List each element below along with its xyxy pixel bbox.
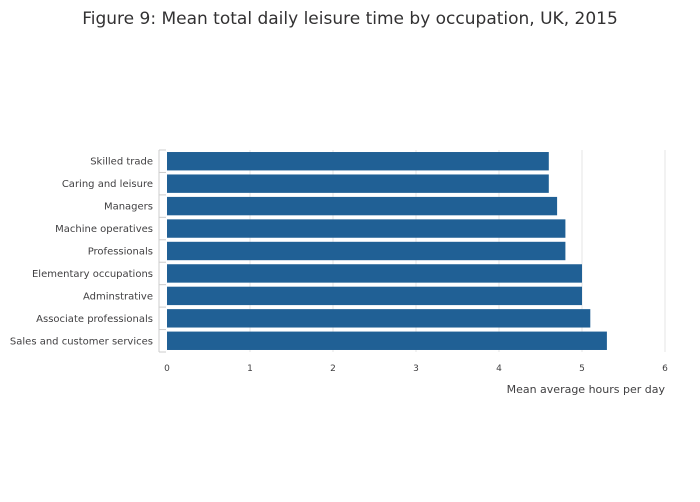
category-label: Skilled trade bbox=[90, 157, 153, 168]
category-label: Professionals bbox=[88, 247, 153, 258]
bar bbox=[167, 196, 558, 216]
category-label: Adminstrative bbox=[83, 291, 153, 302]
category-label: Associate professionals bbox=[36, 314, 153, 325]
bars bbox=[167, 152, 607, 350]
bar bbox=[167, 241, 566, 261]
x-axis-label: Mean average hours per day bbox=[507, 383, 666, 396]
bar bbox=[167, 264, 582, 283]
bar bbox=[167, 286, 582, 306]
bar bbox=[167, 331, 607, 350]
category-label: Machine operatives bbox=[55, 224, 153, 235]
x-tick-label: 2 bbox=[330, 364, 336, 374]
bar bbox=[167, 309, 591, 328]
category-labels: Skilled trade Caring and leisure Managers M… bbox=[10, 157, 153, 348]
x-tick-label: 6 bbox=[662, 364, 668, 374]
bar bbox=[167, 219, 566, 238]
x-tick-labels: 0 1 2 3 4 5 6 bbox=[164, 364, 668, 374]
bar bbox=[167, 174, 549, 193]
x-tick-label: 1 bbox=[247, 364, 253, 374]
x-tick-label: 5 bbox=[579, 364, 585, 374]
category-label: Caring and leisure bbox=[62, 179, 153, 190]
x-tick-label: 3 bbox=[413, 364, 419, 374]
category-label: Elementary occupations bbox=[32, 269, 153, 280]
category-label: Sales and customer services bbox=[10, 336, 153, 347]
x-tick-label: 4 bbox=[496, 364, 502, 374]
category-label: Managers bbox=[104, 202, 153, 213]
chart-title: Figure 9: Mean total daily leisure time … bbox=[82, 9, 618, 29]
bar bbox=[167, 152, 549, 171]
x-tick-label: 0 bbox=[164, 364, 170, 374]
